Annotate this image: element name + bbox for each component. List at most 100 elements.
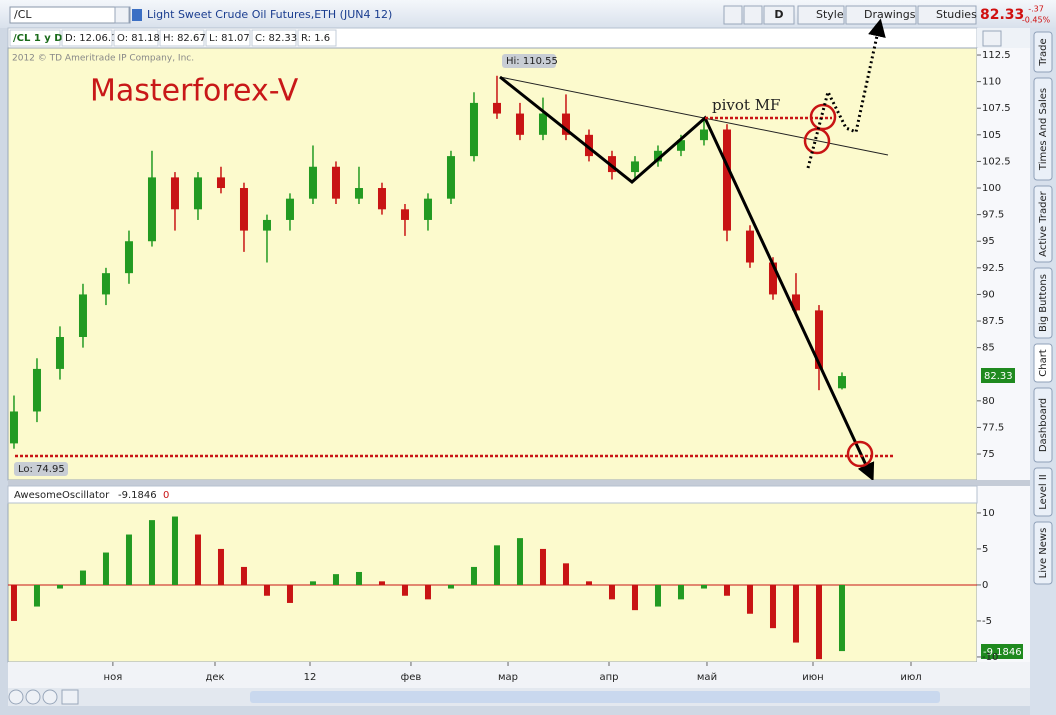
candle-body [170, 177, 179, 210]
info-cell [9, 29, 61, 47]
info-cell [205, 29, 251, 47]
y-tick-label: 77.5 [982, 422, 1004, 433]
candle-body [722, 129, 731, 231]
oscillator-bar [654, 584, 661, 607]
oscillator-bar [470, 566, 477, 585]
candles [9, 75, 846, 449]
wave-line [499, 75, 875, 482]
period-label: D [774, 8, 783, 21]
candle-body [239, 188, 248, 231]
candle-body [308, 166, 317, 199]
side-tab[interactable] [1033, 77, 1053, 181]
oscillator-bar [539, 548, 546, 585]
y-tick-label: 0 [982, 580, 988, 591]
symbol-icon [132, 9, 142, 21]
symbol-input[interactable] [9, 6, 131, 24]
style-button[interactable] [797, 5, 845, 25]
side-tab[interactable] [1033, 185, 1053, 263]
y-tick-label: 10 [982, 508, 995, 519]
candle-body [837, 376, 846, 389]
info-cells: /CL 1 y D D: 12.06.12O: 81.18 H: 82.67 L: 8… [9, 29, 337, 47]
high-label: Hi: 110.55 [506, 56, 558, 67]
oscillator-bar [171, 516, 178, 585]
side-tab-label: Chart [1038, 349, 1049, 377]
side-tab-label: Live News [1038, 528, 1049, 579]
side-tab-label: Big Buttons [1038, 274, 1049, 332]
y-tick-label: 80 [982, 396, 995, 407]
oscillator-bar [447, 584, 454, 589]
x-tick-label: июн [802, 672, 823, 683]
oscillator-bar [102, 552, 109, 585]
symbol-dropdown[interactable] [114, 6, 130, 24]
x-tick-label: апр [599, 672, 618, 683]
x-tick-label: дек [205, 672, 224, 683]
oscillator-bar [516, 538, 523, 585]
side-tab[interactable] [1033, 31, 1053, 73]
side-tabs: Trade Times And Sales Active Trader Big But… [1033, 31, 1053, 585]
oscillator-axis [977, 486, 1030, 662]
oscillator-bar [585, 581, 592, 585]
y-tick-label: 5 [982, 544, 988, 555]
oscillator-bar [493, 545, 500, 585]
y-tick-label: 87.5 [982, 316, 1004, 327]
side-tab[interactable] [1033, 467, 1053, 517]
info-text: C: 82.33 [255, 33, 297, 44]
fit-button[interactable] [61, 689, 79, 705]
oscillator-bar [10, 584, 17, 621]
oscillator-bar [815, 584, 822, 660]
print-button[interactable] [982, 30, 1002, 47]
copyright: 2012 © TD Ameritrade IP Company, Inc. [12, 54, 194, 64]
oscillator-bar [723, 584, 730, 596]
y-tick-label: 97.5 [982, 210, 1004, 221]
oscillator-bar [700, 584, 707, 589]
candle-body [699, 129, 708, 141]
oscillator-bar [240, 566, 247, 585]
candle-body [354, 188, 363, 199]
side-tab[interactable] [1033, 267, 1053, 339]
scroll-thumb[interactable] [250, 691, 940, 703]
candle-body [791, 294, 800, 311]
candle-body [78, 294, 87, 337]
y-tick-label: -5 [982, 616, 992, 627]
info-cell [61, 29, 113, 47]
side-tab[interactable] [1033, 343, 1053, 383]
zoom-out[interactable] [42, 689, 58, 705]
change-pct: -0.45% [1022, 16, 1051, 25]
oscillator-bars [8, 516, 977, 660]
side-tab[interactable] [1033, 521, 1053, 585]
tool-button[interactable] [723, 5, 743, 25]
zoom-button[interactable] [8, 689, 24, 705]
last-price-box [981, 368, 1015, 383]
y-tick-label: 105 [982, 130, 1001, 141]
zoom-in[interactable] [25, 689, 41, 705]
info-text: R: 1.6 [301, 33, 330, 44]
oscillator-title: AwesomeOscillator [14, 490, 110, 501]
y-tick-label: 92.5 [982, 263, 1004, 274]
side-tab-label: Active Trader [1038, 190, 1049, 256]
price-axis [977, 48, 1030, 480]
tool-button[interactable] [743, 5, 763, 25]
side-tab[interactable] [1033, 387, 1053, 463]
oscillator-bar [792, 584, 799, 643]
studies-button[interactable] [917, 5, 977, 25]
last-price-label: 82.33 [984, 371, 1013, 382]
oscillator-header [7, 485, 978, 504]
side-tab-label: Level II [1038, 474, 1049, 509]
side-tab-label: Trade [1038, 38, 1049, 66]
x-tick-label: ноя [104, 672, 123, 683]
candle-body [768, 262, 777, 295]
oscillator-bar [401, 584, 408, 596]
oscillator-bar [125, 534, 132, 585]
drawings-label: Drawings [864, 8, 916, 21]
circle-mark [809, 103, 837, 131]
oscillator-bar [838, 584, 845, 652]
oscillator-bar [217, 548, 224, 585]
splitter[interactable] [8, 480, 1030, 486]
period-button[interactable] [763, 5, 795, 25]
candle-body [262, 219, 271, 231]
y-tick-label: 85 [982, 343, 995, 354]
watermark-title: Masterforex-V [90, 74, 299, 109]
candle-body [193, 177, 202, 210]
info-cell [297, 29, 337, 47]
oscillator-bar [769, 584, 776, 629]
